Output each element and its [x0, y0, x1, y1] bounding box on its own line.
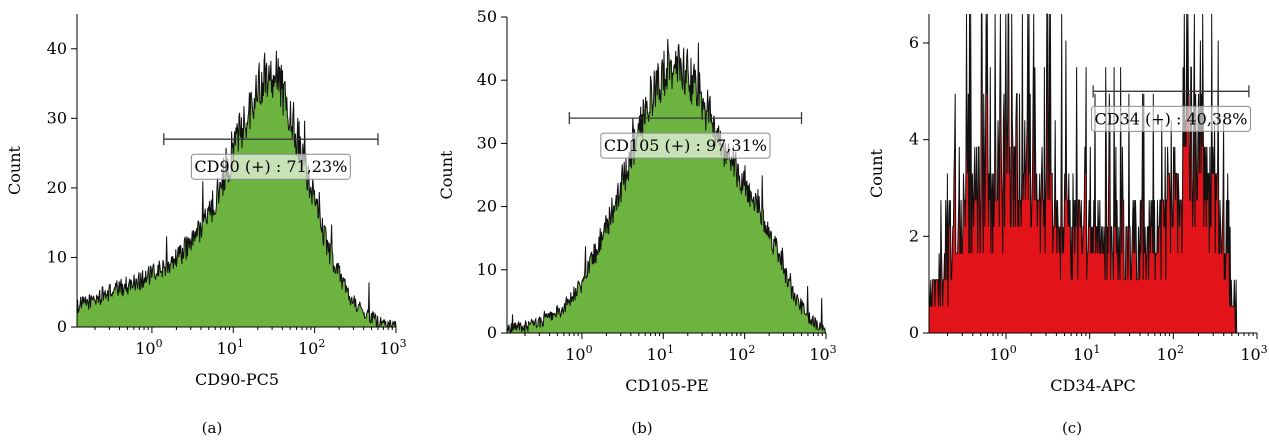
y-tick-label: 2: [909, 226, 919, 245]
x-tick-label: 103: [379, 337, 406, 358]
x-tick-label: 101: [647, 343, 674, 364]
x-tick-label: 100: [135, 337, 162, 358]
x-tick-label: 100: [565, 343, 592, 364]
x-tick-exponent: 1: [1093, 343, 1100, 356]
y-tick-label: 40: [477, 70, 497, 89]
x-tick-exponent: 2: [1177, 343, 1184, 356]
chart-panel-b: 0 10 20 30 40 50 100 101 102 103 CD105-PE Count (b) C…: [430, 0, 840, 440]
histogram-outline: [928, 13, 1239, 334]
x-axis-label: CD34-APC: [1050, 376, 1135, 395]
y-tick-label: 0: [487, 323, 497, 342]
x-tick-exponent: 3: [400, 337, 407, 350]
gate-label-box: [190, 153, 351, 180]
y-tick-label: 30: [477, 133, 497, 152]
gate-label-box: [600, 132, 771, 159]
x-tick-exponent: 0: [586, 343, 593, 356]
x-tick-exponent: 0: [156, 337, 163, 350]
x-tick-label: 101: [217, 337, 244, 358]
x-tick-label: 100: [989, 343, 1016, 364]
gate-label: CD105 (+) : 97,31%: [604, 136, 767, 155]
histogram-outline: [506, 38, 826, 334]
x-tick-label: 102: [1157, 343, 1184, 364]
x-tick-exponent: 2: [318, 337, 325, 350]
y-tick-label: 4: [909, 130, 919, 149]
histogram-area: [929, 14, 1239, 333]
x-tick-label: 103: [1240, 343, 1267, 364]
y-axis-label: Count: [867, 148, 886, 197]
y-axis-label: Count: [5, 145, 24, 194]
histogram-area: [77, 50, 396, 327]
x-tick-label: 102: [728, 343, 755, 364]
x-axis-label: CD90-PC5: [195, 370, 279, 389]
y-axis-label: Count: [437, 150, 456, 199]
x-tick-exponent: 1: [667, 343, 674, 356]
x-tick-label: 103: [809, 343, 836, 364]
chart-panel-c: 0 2 4 6 100 101 102 103 CD34-APC Count (c) CD34 (+)…: [860, 0, 1269, 440]
y-tick-label: 0: [57, 317, 67, 336]
y-tick-label: 20: [47, 178, 67, 197]
y-tick-label: 10: [477, 260, 497, 279]
y-tick-label: 10: [47, 247, 67, 266]
y-tick-label: 50: [477, 7, 497, 26]
gate-label: CD34 (+) : 40,38%: [1095, 109, 1248, 128]
x-tick-exponent: 2: [748, 343, 755, 356]
panel-letter: (a): [202, 419, 223, 437]
y-tick-label: 20: [477, 197, 497, 216]
x-tick-label: 102: [298, 337, 325, 358]
histogram-area: [507, 39, 826, 333]
histogram-outline: [76, 50, 397, 328]
panel-letter: (c): [1062, 419, 1082, 437]
y-tick-label: 0: [909, 323, 919, 342]
x-axis-label: CD105-PE: [625, 376, 708, 395]
x-tick-exponent: 3: [830, 343, 837, 356]
gate-label-box: [1091, 105, 1252, 132]
y-tick-label: 6: [909, 33, 919, 52]
x-tick-exponent: 3: [1261, 343, 1268, 356]
y-tick-label: 40: [47, 39, 67, 58]
x-tick-exponent: 1: [237, 337, 244, 350]
gate-label: CD90 (+) : 71,23%: [194, 157, 347, 176]
panel-letter: (b): [631, 419, 652, 437]
x-tick-label: 101: [1073, 343, 1100, 364]
y-tick-label: 30: [47, 108, 67, 127]
x-tick-exponent: 0: [1010, 343, 1017, 356]
chart-panel-a: 0 10 20 30 40 100 101 102 103 CD90-PC5 Count (a) CD9…: [0, 0, 410, 440]
